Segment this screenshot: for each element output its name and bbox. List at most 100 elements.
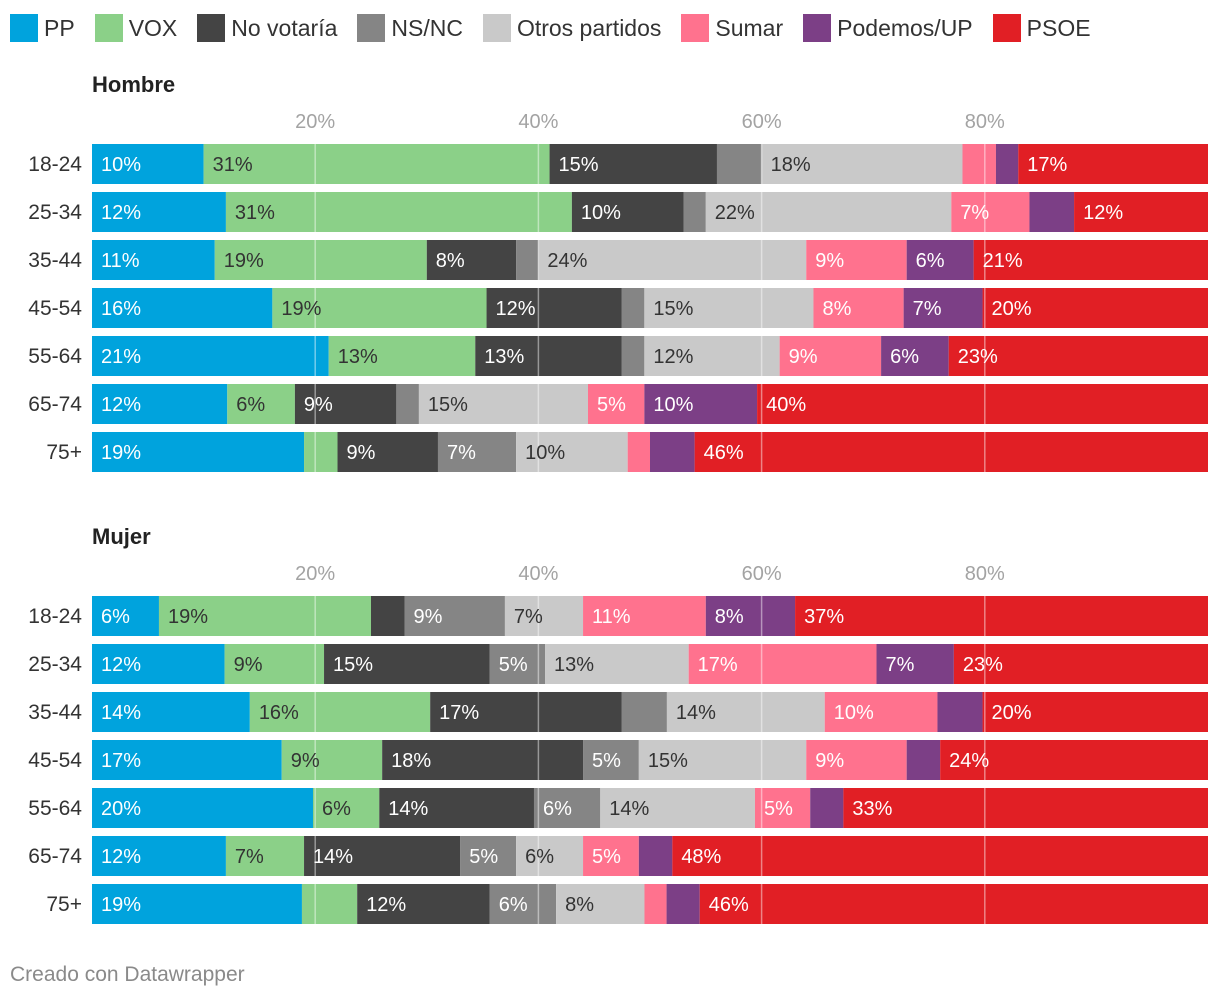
bar-segment-ns-nc — [489, 884, 557, 924]
legend-item: PSOE — [992, 14, 1091, 42]
data-label: 6% — [322, 798, 351, 820]
bar-segment-podemos-up — [881, 336, 949, 376]
data-label: 46% — [704, 442, 744, 464]
legend-item: No votaría — [197, 14, 337, 42]
legend-item: PP — [10, 14, 75, 42]
bar-segment-vox — [225, 192, 572, 232]
bar-segment-vox — [301, 884, 358, 924]
bars-mujer — [92, 596, 1208, 924]
data-label: 5% — [499, 654, 528, 676]
bar-segment-otros-partidos — [545, 644, 689, 684]
bar-segment-pp — [92, 644, 225, 684]
data-label: 40% — [766, 394, 806, 416]
data-label: 31% — [213, 154, 253, 176]
panel-title: Hombre — [92, 72, 175, 97]
data-label: 14% — [101, 702, 141, 724]
bar-segment-podemos-up — [638, 836, 673, 876]
legend-swatch — [197, 14, 226, 42]
bar-segment-no-votar-a — [379, 788, 534, 828]
data-label: 5% — [592, 750, 621, 772]
data-label: 20% — [101, 798, 141, 820]
data-label: 48% — [681, 846, 721, 868]
bar-segment-ns-nc — [437, 432, 517, 472]
legend-swatch — [482, 14, 511, 42]
data-label: 17% — [439, 702, 479, 724]
bar-segment-vox — [158, 596, 371, 636]
data-label: 22% — [715, 202, 755, 224]
data-label: 7% — [447, 442, 476, 464]
credit-text: Creado con Datawrapper — [10, 963, 245, 986]
bar-segment-psoe — [1018, 144, 1208, 184]
legend: PP VOX No votaría NS/NC Otros partidos Sumar P… — [10, 12, 1111, 44]
category-label: 55-64 — [28, 797, 82, 820]
bar-segment-pp — [92, 692, 250, 732]
bar-segment-otros-partidos — [418, 384, 588, 424]
data-label: 21% — [101, 346, 141, 368]
legend-swatch — [357, 14, 386, 42]
bar-segment-sumar — [962, 144, 996, 184]
tick-label: 40% — [518, 563, 558, 585]
data-label: 6% — [499, 894, 528, 916]
data-label: 15% — [428, 394, 468, 416]
data-label: 10% — [653, 394, 693, 416]
bar-segment-vox — [227, 384, 295, 424]
data-label: 16% — [259, 702, 299, 724]
data-label: 8% — [822, 298, 851, 320]
legend-swatch — [10, 14, 38, 42]
bar-segment-vox — [281, 740, 383, 780]
data-label: 8% — [715, 606, 744, 628]
bar-segment-vox — [328, 336, 476, 376]
category-label: 55-64 — [28, 345, 82, 368]
bar-segment-podemos-up — [995, 144, 1019, 184]
bar-segment-otros-partidos — [516, 432, 628, 472]
data-label: 5% — [592, 846, 621, 868]
bar-segment-ns-nc — [489, 644, 546, 684]
data-label: 21% — [983, 250, 1023, 272]
data-label: 15% — [653, 298, 693, 320]
data-label: 10% — [101, 154, 141, 176]
data-label: 19% — [224, 250, 264, 272]
bar-segment-ns-nc — [621, 692, 667, 732]
category-label: 25-34 — [28, 653, 82, 676]
category-label: 25-34 — [28, 201, 82, 224]
bar-segment-podemos-up — [810, 788, 844, 828]
data-label: 24% — [949, 750, 989, 772]
bar-segment-ns-nc — [716, 144, 762, 184]
bar-segment-sumar — [813, 288, 904, 328]
tick-label: 80% — [965, 563, 1005, 585]
bar-segment-psoe — [694, 432, 1208, 472]
data-label: 10% — [581, 202, 621, 224]
legend-item: VOX — [94, 14, 177, 42]
bar-segment-no-votar-a — [475, 336, 622, 376]
data-label: 12% — [366, 894, 406, 916]
data-label: 15% — [333, 654, 373, 676]
data-label: 23% — [963, 654, 1003, 676]
bar-segment-vox — [225, 836, 305, 876]
data-label: 6% — [543, 798, 572, 820]
bar-segment-no-votar-a — [324, 644, 490, 684]
data-label: 18% — [391, 750, 431, 772]
data-label: 12% — [653, 346, 693, 368]
bar-segment-psoe — [757, 384, 1208, 424]
category-label: 75+ — [46, 441, 82, 464]
data-label: 12% — [101, 394, 141, 416]
data-label: 31% — [235, 202, 275, 224]
data-label: 9% — [815, 250, 844, 272]
bar-segment-no-votar-a — [426, 240, 517, 280]
data-label: 6% — [890, 346, 919, 368]
bar-segment-no-votar-a — [294, 384, 397, 424]
bar-segment-otros-partidos — [705, 192, 952, 232]
data-label: 5% — [597, 394, 626, 416]
data-label: 7% — [235, 846, 264, 868]
bar-segment-otros-partidos — [538, 240, 807, 280]
bar-segment-no-votar-a — [304, 836, 461, 876]
bar-segment-ns-nc — [533, 788, 601, 828]
legend-swatch — [94, 14, 123, 42]
bar-segment-no-votar-a — [430, 692, 622, 732]
data-label: 13% — [338, 346, 378, 368]
bar-segment-otros-partidos — [516, 836, 584, 876]
bar-segment-sumar — [583, 596, 706, 636]
bar-segment-sumar — [779, 336, 882, 376]
data-label: 6% — [236, 394, 265, 416]
